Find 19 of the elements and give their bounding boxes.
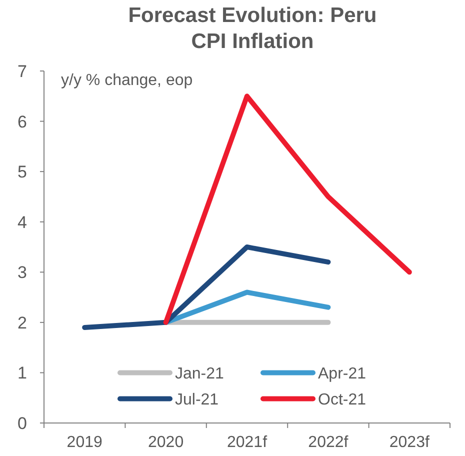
- legend-label: Jul-21: [175, 392, 219, 409]
- x-tick-label: 2020: [148, 434, 184, 451]
- x-tick-label: 2022f: [308, 434, 349, 451]
- legend-label: Oct-21: [318, 392, 366, 409]
- y-tick-label: 3: [18, 263, 27, 282]
- y-tick-label: 1: [18, 364, 27, 383]
- x-tick-label: 2021f: [226, 434, 268, 451]
- chart-title: Forecast Evolution: Peru CPI Inflation: [128, 4, 377, 53]
- legend-label: Apr-21: [318, 366, 366, 383]
- y-tick-label: 5: [18, 162, 27, 182]
- y-tick-label: 2: [18, 313, 27, 332]
- y-tick-label: 0: [18, 414, 27, 433]
- x-tick-label: 2023f: [389, 434, 430, 451]
- legend-label: Jan-21: [175, 366, 224, 383]
- y-axis-title: y/y % change, eop: [61, 72, 193, 89]
- y-tick-label: 4: [18, 212, 27, 232]
- y-tick-label: 7: [18, 62, 27, 81]
- x-tick-label: 2019: [66, 434, 102, 451]
- y-tick-label: 6: [18, 112, 27, 132]
